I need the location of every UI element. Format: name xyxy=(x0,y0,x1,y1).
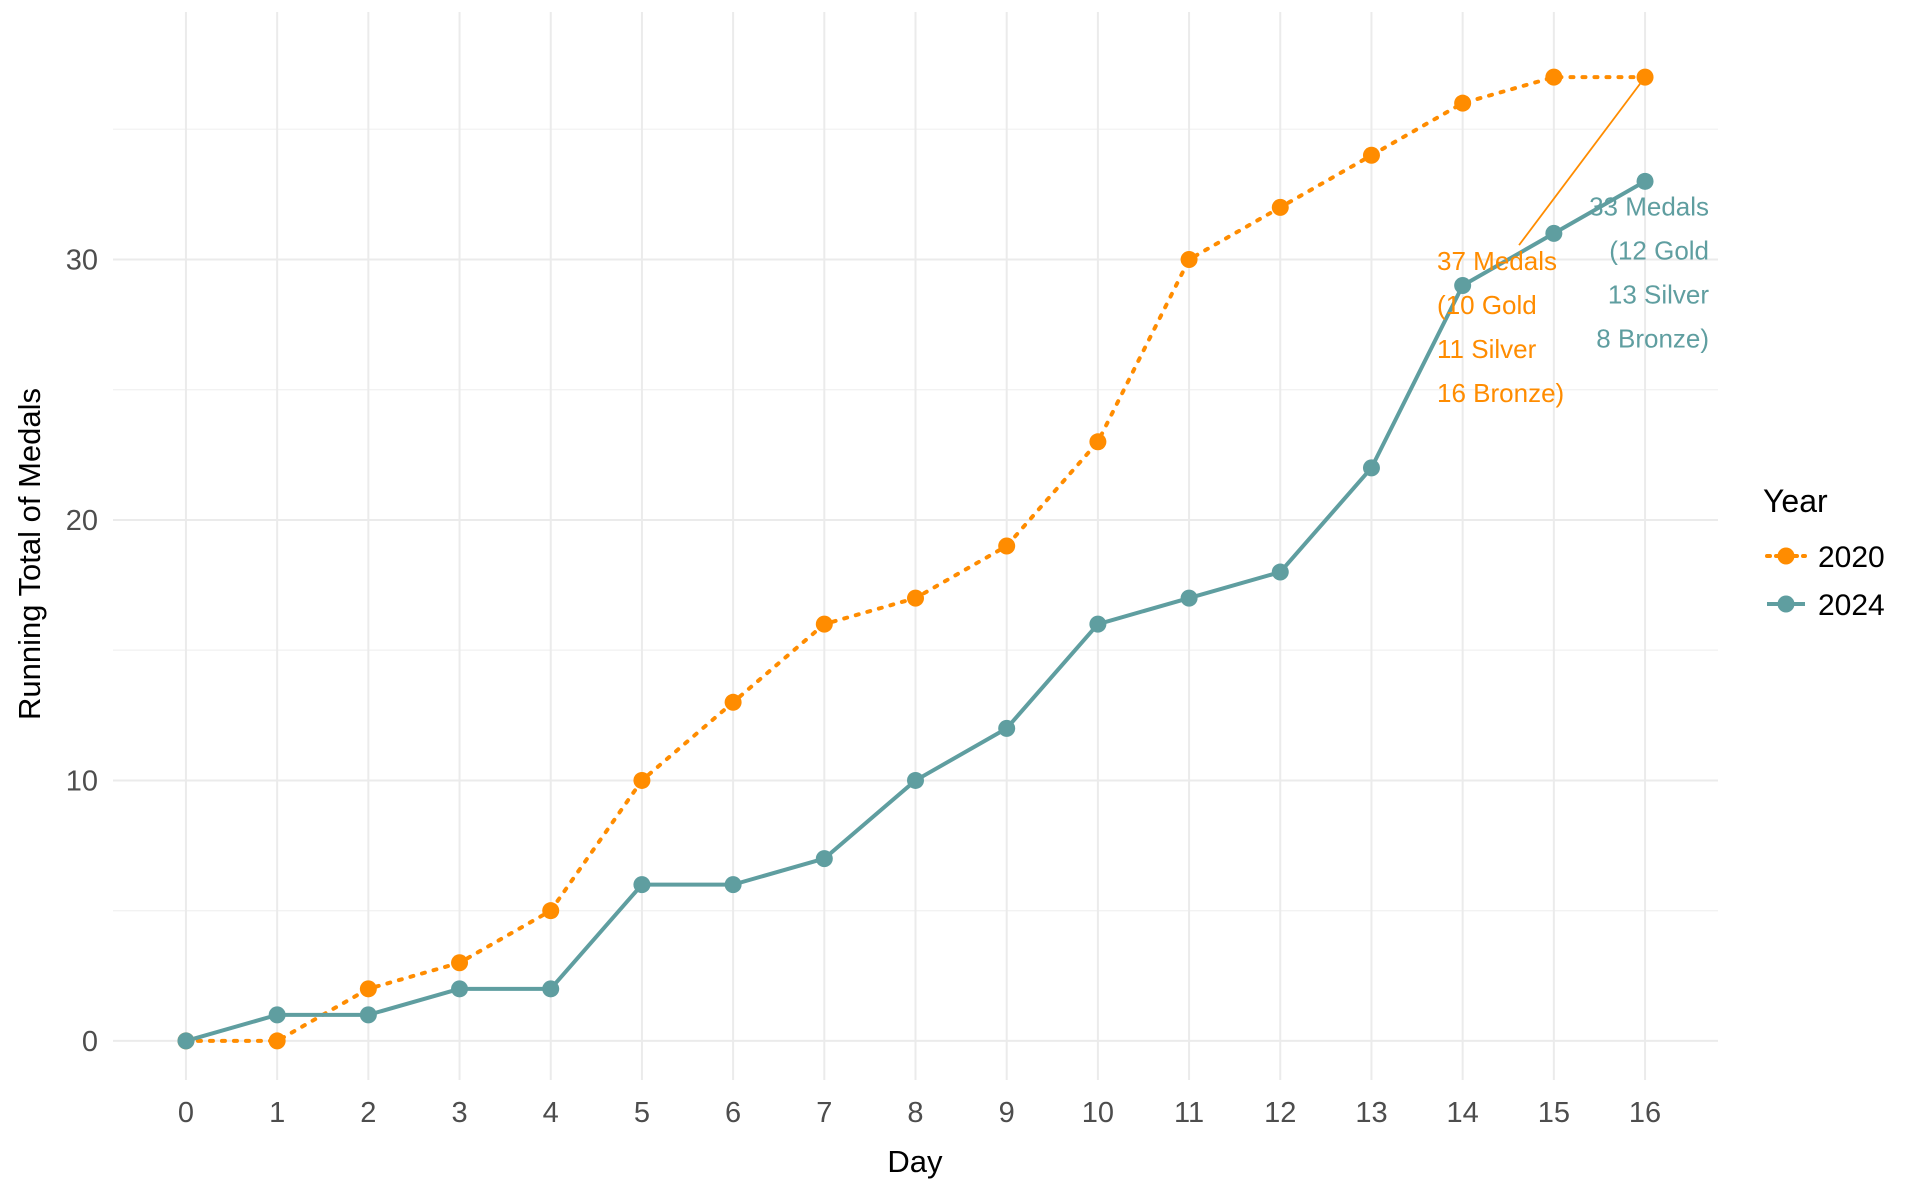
x-tick-label: 11 xyxy=(1174,1097,1204,1129)
annotation-label-2020: 11 Silver xyxy=(1437,334,1537,364)
data-point-2020 xyxy=(1089,433,1107,451)
x-tick-label: 7 xyxy=(816,1097,832,1129)
legend: Year 2020 2024 xyxy=(1763,483,1885,622)
x-tick-label: 1 xyxy=(269,1097,285,1129)
data-point-2020 xyxy=(1362,146,1380,164)
annotation-label-2020: 37 Medals xyxy=(1437,246,1557,276)
y-tick-label: 30 xyxy=(66,244,98,276)
data-point-2024 xyxy=(1545,224,1563,242)
legend-label-2024: 2024 xyxy=(1818,589,1885,622)
y-tick-label: 10 xyxy=(66,765,98,797)
major-gridlines xyxy=(113,12,1718,1080)
data-point-2024 xyxy=(1636,172,1654,190)
annotation-texts: 37 Medals (10 Gold 11 Silver 16 Bronze) 33 M… xyxy=(1437,191,1709,408)
x-axis-title: Day xyxy=(887,1144,943,1179)
annotation-label-2024: 33 Medals xyxy=(1589,191,1709,221)
annotation-label-2024: (12 Gold xyxy=(1609,235,1709,265)
x-tick-label: 14 xyxy=(1447,1097,1479,1129)
data-point-2020 xyxy=(633,771,651,789)
data-point-2024 xyxy=(1454,277,1472,295)
legend-label-2020: 2020 xyxy=(1818,541,1885,574)
legend-title: Year xyxy=(1763,483,1828,519)
x-tick-label: 12 xyxy=(1264,1097,1296,1129)
data-point-2024 xyxy=(815,850,833,868)
annotation-leader-2020 xyxy=(1518,76,1646,246)
annotation-label-2020: (10 Gold xyxy=(1437,290,1537,320)
data-point-2024 xyxy=(1271,563,1289,581)
data-point-2020 xyxy=(359,980,377,998)
data-point-2024 xyxy=(177,1032,195,1050)
data-point-2020 xyxy=(542,902,560,920)
data-point-2024 xyxy=(1089,615,1107,633)
data-point-2020 xyxy=(451,954,469,972)
y-tick-label: 20 xyxy=(66,505,98,537)
data-point-2024 xyxy=(724,876,742,894)
x-tick-label: 2 xyxy=(360,1097,376,1129)
x-tick-label: 8 xyxy=(907,1097,923,1129)
data-point-2024 xyxy=(1362,459,1380,477)
data-point-2024 xyxy=(268,1006,286,1024)
data-point-2020 xyxy=(268,1032,286,1050)
legend-key-point-2020 xyxy=(1777,547,1795,565)
x-tick-label: 4 xyxy=(543,1097,559,1129)
data-point-2020 xyxy=(1545,68,1563,86)
annotation-leader-lines xyxy=(1518,76,1646,246)
data-point-2024 xyxy=(1180,589,1198,607)
x-tick-label: 16 xyxy=(1629,1097,1661,1129)
data-point-2020 xyxy=(724,693,742,711)
data-point-2024 xyxy=(451,980,469,998)
x-tick-label: 13 xyxy=(1355,1097,1387,1129)
x-tick-label: 5 xyxy=(634,1097,650,1129)
data-point-2024 xyxy=(542,980,560,998)
x-tick-label: 9 xyxy=(999,1097,1015,1129)
data-point-2024 xyxy=(359,1006,377,1024)
annotation-label-2024: 13 Silver xyxy=(1608,279,1709,309)
y-axis-tick-labels: 0 10 20 30 xyxy=(66,244,98,1057)
annotation-label-2024: 8 Bronze) xyxy=(1596,323,1709,353)
data-point-2024 xyxy=(907,771,924,789)
data-point-2020 xyxy=(1180,250,1198,268)
x-tick-label: 3 xyxy=(451,1097,467,1129)
data-point-2024 xyxy=(998,719,1016,737)
series-points xyxy=(177,68,1654,1050)
x-tick-label: 0 xyxy=(178,1097,194,1129)
data-point-2020 xyxy=(1271,198,1289,216)
data-point-2020 xyxy=(815,615,833,633)
y-tick-label: 0 xyxy=(82,1026,98,1058)
y-axis-title: Running Total of Medals xyxy=(12,388,47,720)
data-point-2020 xyxy=(998,537,1016,555)
annotation-label-2020: 16 Bronze) xyxy=(1437,378,1564,408)
x-tick-label: 15 xyxy=(1538,1097,1570,1129)
legend-key-point-2024 xyxy=(1777,595,1795,613)
x-tick-label: 10 xyxy=(1082,1097,1114,1129)
data-point-2024 xyxy=(633,876,651,894)
data-point-2020 xyxy=(1636,68,1654,86)
legend-items: 2020 2024 xyxy=(1765,541,1885,622)
data-point-2020 xyxy=(1454,94,1472,112)
x-tick-label: 6 xyxy=(725,1097,741,1129)
data-point-2020 xyxy=(907,589,924,607)
x-axis-tick-labels: 0 1 2 3 4 5 6 7 8 9 10 11 12 13 14 15 16 xyxy=(178,1097,1661,1129)
